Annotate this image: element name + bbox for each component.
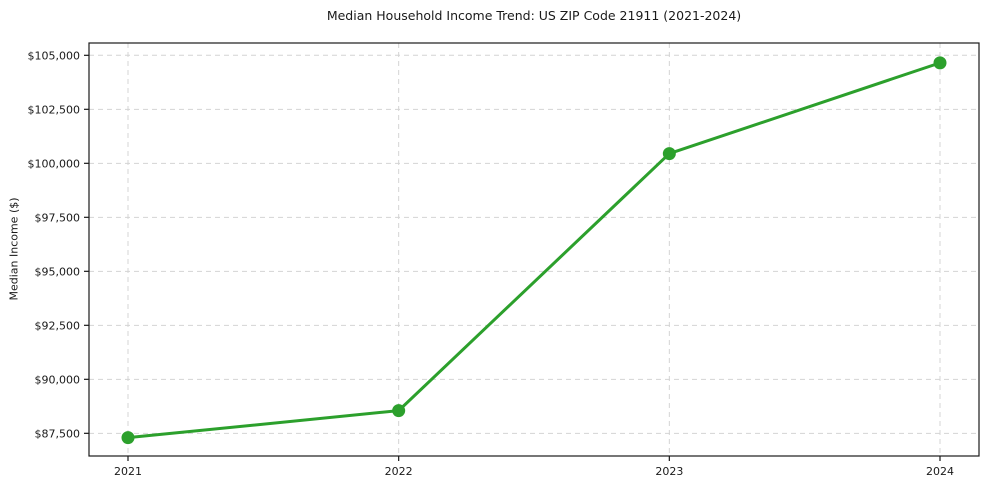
x-tick-label: 2024	[926, 465, 954, 478]
y-tick-label: $95,000	[35, 265, 81, 278]
chart-title: Median Household Income Trend: US ZIP Co…	[326, 8, 742, 23]
data-point-marker	[392, 404, 406, 418]
x-tick-label: 2023	[655, 465, 683, 478]
y-tick-label: $100,000	[28, 157, 81, 170]
y-tick-label: $102,500	[28, 103, 81, 116]
y-tick-label: $90,000	[35, 373, 81, 386]
data-point-marker	[662, 147, 676, 161]
x-tick-label: 2022	[385, 465, 413, 478]
y-tick-label: $105,000	[28, 49, 81, 62]
axis-spines	[88, 42, 980, 457]
x-tick-label: 2021	[114, 465, 142, 478]
y-tick-label: $87,500	[35, 427, 81, 440]
data-point-marker	[121, 431, 135, 445]
data-point-marker	[933, 56, 947, 70]
y-tick-label: $97,500	[35, 211, 81, 224]
trend-line	[126, 61, 942, 440]
y-tick-label: $92,500	[35, 319, 81, 332]
